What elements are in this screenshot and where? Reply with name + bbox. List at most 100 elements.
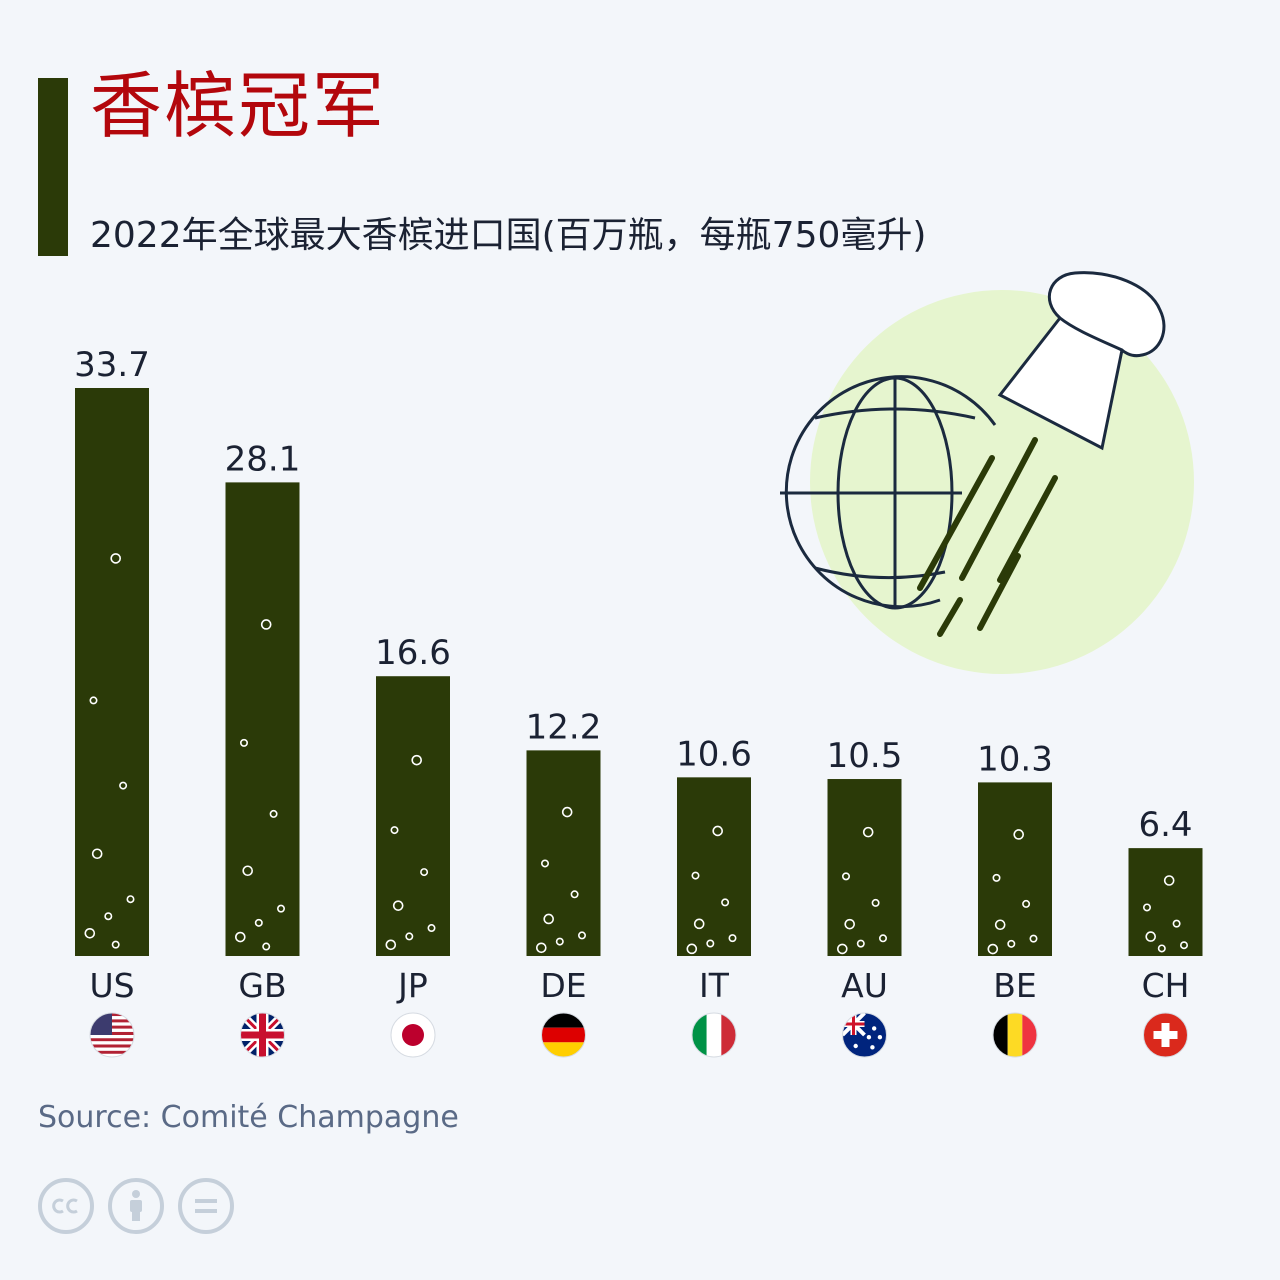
us-flag-icon	[89, 1012, 135, 1058]
bubble-decoration	[570, 890, 579, 899]
bubble-decoration	[1180, 941, 1189, 950]
bubble-decoration	[427, 924, 436, 933]
bubble-decoration	[712, 825, 724, 837]
bubble-decoration	[862, 826, 874, 838]
bubble-decoration	[240, 738, 249, 747]
value-label-it: 10.6	[676, 734, 752, 774]
bubble-decoration	[1029, 934, 1038, 943]
category-label-ch: CH	[1142, 966, 1190, 1005]
jp-flag-icon	[390, 1012, 436, 1058]
globe-icon	[780, 375, 997, 610]
bubble-decoration	[1022, 899, 1031, 908]
bubble-decoration	[262, 942, 271, 951]
category-label-gb: GB	[238, 966, 286, 1005]
value-label-ch: 6.4	[1138, 805, 1192, 845]
bubble-decoration	[420, 868, 429, 877]
bubble-decoration	[543, 913, 555, 925]
bubble-decoration	[856, 939, 865, 948]
bubble-decoration	[390, 826, 399, 835]
bubble-decoration	[691, 871, 700, 880]
chart-subtitle: 2022年全球最大香槟进口国(百万瓶，每瓶750毫升)	[90, 215, 927, 256]
bubble-decoration	[728, 934, 737, 943]
bubble-decoration	[269, 809, 278, 818]
bubble-decoration	[110, 553, 121, 564]
category-label-us: US	[89, 966, 134, 1005]
gb-flag-icon	[240, 1012, 285, 1058]
bubble-decoration	[1163, 875, 1175, 886]
bubble-decoration	[254, 918, 263, 927]
category-label-be: BE	[993, 966, 1037, 1005]
bubble-decoration	[555, 937, 564, 946]
bubble-decoration	[686, 943, 698, 955]
bubble-decoration	[1172, 919, 1181, 928]
bubble-decoration	[878, 934, 887, 943]
bubble-decoration	[405, 932, 414, 941]
bubble-decoration	[841, 872, 850, 881]
value-label-us: 33.7	[74, 345, 150, 385]
bubble-decoration	[1013, 829, 1025, 840]
chart-title: 香槟冠军	[90, 64, 387, 148]
bubble-decoration	[260, 619, 272, 630]
bubble-decoration	[1157, 944, 1166, 953]
bar-au	[827, 779, 902, 956]
ch-flag-icon	[1143, 1012, 1188, 1058]
category-label-jp: JP	[396, 966, 428, 1005]
bubble-decoration	[126, 895, 135, 904]
no-derivatives-icon	[178, 1178, 234, 1234]
bubble-decoration	[385, 939, 397, 951]
bubble-decoration	[535, 942, 547, 954]
bubble-decoration	[994, 919, 1006, 931]
speed-lines-icon	[917, 437, 1058, 637]
bubble-decoration	[561, 806, 573, 818]
title-accent-bar	[38, 78, 68, 256]
bubble-decoration	[721, 898, 730, 907]
value-label-gb: 28.1	[225, 439, 301, 479]
bar-us	[75, 388, 149, 956]
category-label-au: AU	[841, 966, 888, 1005]
bubble-decoration	[242, 865, 253, 877]
value-label-au: 10.5	[827, 736, 903, 776]
attribution-icon	[108, 1178, 164, 1234]
bar-de	[526, 750, 601, 956]
bubble-decoration	[1143, 903, 1152, 912]
bubble-decoration	[836, 943, 848, 955]
bubble-decoration	[992, 873, 1001, 882]
category-label-it: IT	[699, 966, 730, 1005]
bubble-decoration	[540, 859, 549, 868]
bar-it	[677, 777, 751, 956]
cork-icon	[997, 271, 1166, 451]
bubble-decoration	[706, 939, 715, 948]
bar-ch	[1128, 848, 1203, 956]
bubble-decoration	[844, 918, 856, 930]
bubble-decoration	[987, 943, 999, 955]
bubble-decoration	[871, 898, 880, 907]
bar-jp	[376, 676, 450, 956]
bubble-decoration	[276, 904, 285, 913]
source-note: Source: Comité Champagne	[38, 1100, 459, 1135]
bubble-decoration	[411, 754, 423, 766]
bubble-decoration	[392, 900, 404, 911]
bubble-decoration	[89, 696, 98, 705]
bubble-decoration	[577, 931, 586, 940]
bubble-decoration	[1007, 939, 1016, 948]
bubble-decoration	[84, 927, 96, 939]
category-label-de: DE	[540, 966, 586, 1005]
bar-be	[978, 782, 1052, 956]
bubble-decoration	[111, 940, 120, 949]
bubble-decoration	[235, 931, 246, 943]
value-label-jp: 16.6	[375, 633, 451, 673]
bubble-decoration	[693, 918, 705, 930]
bubble-decoration	[1145, 931, 1156, 942]
bubble-decoration	[91, 848, 103, 860]
value-label-de: 12.2	[526, 707, 602, 747]
champagne-globe-illustration	[780, 271, 1194, 674]
de-flag-icon	[541, 1012, 586, 1058]
bars: 33.7 US 28.1 GB 16.6 JP 12.2 DE 10.6 IT 10.5 AU 10.3…	[74, 345, 1203, 1058]
bubble-decoration	[119, 781, 128, 790]
bubble-decoration	[104, 912, 113, 921]
be-flag-icon	[992, 1012, 1038, 1058]
value-label-be: 10.3	[977, 739, 1053, 779]
license-icons	[38, 1178, 234, 1234]
creative-commons-icon	[38, 1178, 94, 1234]
au-flag-icon	[842, 1012, 887, 1058]
